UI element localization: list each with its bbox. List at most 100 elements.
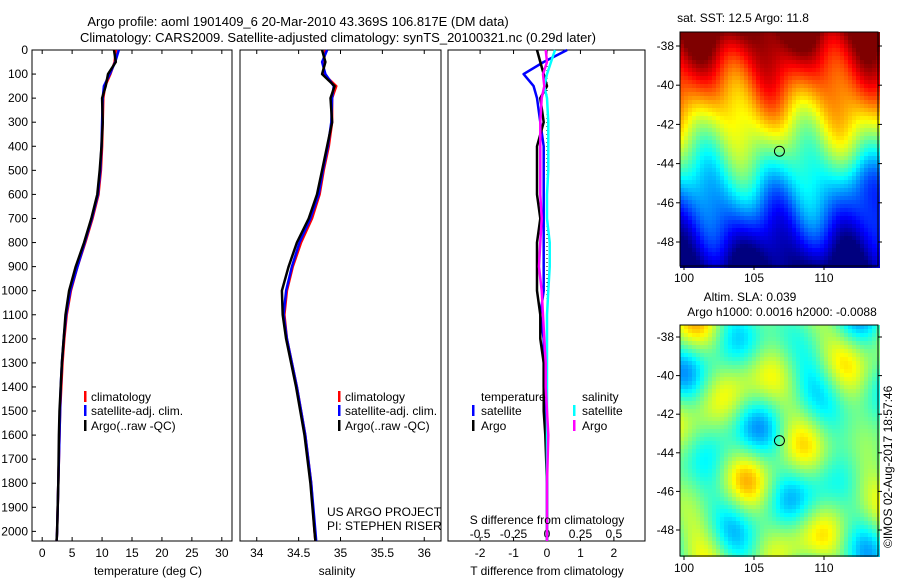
map-cell: [684, 44, 688, 48]
map-cell: [712, 56, 716, 60]
map-cell: [792, 325, 796, 329]
map-cell: [812, 96, 816, 100]
map-cell: [680, 108, 684, 112]
map-cell: [728, 377, 732, 381]
map-cell: [840, 128, 844, 132]
map-cell: [820, 64, 824, 68]
map-cell: [820, 100, 824, 104]
map-cell: [728, 397, 732, 401]
map-cell: [856, 385, 860, 389]
map-cell: [820, 92, 824, 96]
map-cell: [764, 128, 768, 132]
map-cell: [704, 401, 708, 405]
map-cell: [740, 365, 744, 369]
map-cell: [820, 188, 824, 192]
map-cell: [816, 441, 820, 445]
map-cell: [840, 40, 844, 44]
map-cell: [720, 196, 724, 200]
map-cell: [716, 52, 720, 56]
map-cell: [860, 445, 864, 449]
map-cell: [708, 357, 712, 361]
map-cell: [812, 433, 816, 437]
map-cell: [744, 188, 748, 192]
map-cell: [836, 212, 840, 216]
map-cell: [824, 389, 828, 393]
map-cell: [812, 469, 816, 473]
map-cell: [796, 72, 800, 76]
map-cell: [752, 68, 756, 72]
map-cell: [692, 64, 696, 68]
map-cell: [772, 56, 776, 60]
map-cell: [748, 144, 752, 148]
map-cell: [688, 244, 692, 248]
map-cell: [792, 256, 796, 260]
map-cell: [836, 469, 840, 473]
map-cell: [760, 48, 764, 52]
map-cell: [724, 365, 728, 369]
map-cell: [852, 260, 856, 264]
map-cell: [832, 220, 836, 224]
map-cell: [804, 200, 808, 204]
map-cell: [808, 116, 812, 120]
map-cell: [684, 56, 688, 60]
map-cell: [844, 112, 848, 116]
map-cell: [736, 345, 740, 349]
map-cell: [864, 429, 868, 433]
map-cell: [784, 232, 788, 236]
map-cell: [712, 172, 716, 176]
map-cell: [768, 361, 772, 365]
map-cell: [844, 373, 848, 377]
map-cell: [848, 152, 852, 156]
map-cell: [724, 325, 728, 329]
map-cell: [752, 417, 756, 421]
map-cell: [696, 413, 700, 417]
map-cell: [772, 116, 776, 120]
map-cell: [796, 156, 800, 160]
map-cell: [816, 120, 820, 124]
map-cell: [808, 60, 812, 64]
map-cell: [704, 409, 708, 413]
map-cell: [820, 405, 824, 409]
map-cell: [824, 140, 828, 144]
map-cell: [708, 208, 712, 212]
map-cell: [764, 240, 768, 244]
map-cell: [764, 469, 768, 473]
map-cell: [756, 40, 760, 44]
map-cell: [776, 128, 780, 132]
map-cell: [864, 473, 868, 477]
map-cell: [772, 341, 776, 345]
map-cell: [740, 248, 744, 252]
map-cell: [768, 32, 772, 36]
map-cell: [828, 421, 832, 425]
map-cell: [712, 164, 716, 168]
map-cell: [768, 152, 772, 156]
map-cell: [688, 373, 692, 377]
map-cell: [808, 405, 812, 409]
map-cell: [796, 148, 800, 152]
map-cell: [712, 112, 716, 116]
map-cell: [688, 32, 692, 36]
map-cell: [728, 36, 732, 40]
map-cell: [860, 405, 864, 409]
map-cell: [868, 256, 872, 260]
map-cell: [704, 236, 708, 240]
map-cell: [856, 132, 860, 136]
map-cell: [832, 132, 836, 136]
map-cell: [720, 208, 724, 212]
map-cell: [860, 333, 864, 337]
map-cell: [792, 437, 796, 441]
map-cell: [764, 373, 768, 377]
map-cell: [788, 473, 792, 477]
map-cell: [772, 176, 776, 180]
map-cell: [700, 349, 704, 353]
map-cell: [824, 465, 828, 469]
map-cell: [848, 144, 852, 148]
map-cell: [684, 393, 688, 397]
map-cell: [868, 405, 872, 409]
map-cell: [684, 52, 688, 56]
map-cell: [788, 168, 792, 172]
map-cell: [864, 136, 868, 140]
map-cell: [756, 389, 760, 393]
map-cell: [796, 176, 800, 180]
map-cell: [812, 409, 816, 413]
